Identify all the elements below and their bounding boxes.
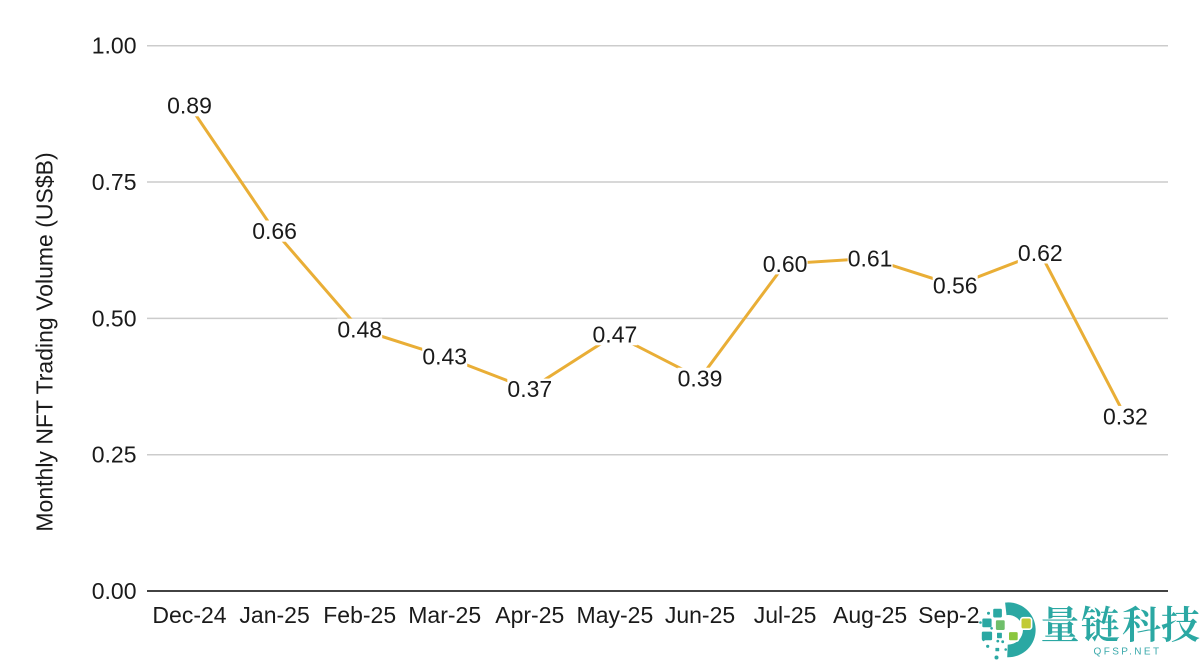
svg-text:0.48: 0.48 [337,316,382,342]
svg-text:0.75: 0.75 [92,169,137,195]
svg-text:Apr-25: Apr-25 [495,602,564,628]
svg-text:Mar-25: Mar-25 [408,602,481,628]
svg-text:0.66: 0.66 [252,218,297,244]
svg-text:Jan-25: Jan-25 [239,602,309,628]
svg-text:0.43: 0.43 [422,344,467,370]
svg-text:0.39: 0.39 [678,365,723,391]
svg-text:0.25: 0.25 [92,442,137,468]
svg-text:0.32: 0.32 [1103,404,1148,430]
svg-text:QFSP.NET: QFSP.NET [1094,646,1162,657]
svg-text:0.47: 0.47 [593,322,638,348]
svg-text:Monthly NFT Trading Volume (US: Monthly NFT Trading Volume (US$B) [32,152,58,531]
svg-text:0.62: 0.62 [1018,240,1063,266]
svg-text:0.89: 0.89 [167,93,212,119]
svg-text:Aug-25: Aug-25 [833,602,907,628]
svg-text:0.56: 0.56 [933,273,978,299]
svg-text:May-25: May-25 [577,602,654,628]
svg-text:0.61: 0.61 [848,245,893,271]
svg-text:Feb-25: Feb-25 [323,602,396,628]
svg-text:0.50: 0.50 [92,305,137,331]
svg-text:0.00: 0.00 [92,578,137,604]
svg-text:1.00: 1.00 [92,33,137,59]
svg-text:Jun-25: Jun-25 [665,602,735,628]
svg-text:0.60: 0.60 [763,251,808,277]
svg-text:Jul-25: Jul-25 [754,602,817,628]
svg-text:Dec-24: Dec-24 [152,602,226,628]
svg-text:0.37: 0.37 [507,376,552,402]
